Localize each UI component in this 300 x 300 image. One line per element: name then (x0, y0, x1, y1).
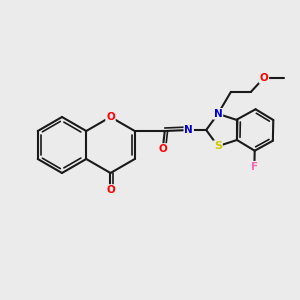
Text: O: O (158, 144, 167, 154)
Text: N: N (184, 125, 193, 135)
Text: S: S (214, 141, 222, 151)
Text: O: O (106, 185, 115, 195)
Text: F: F (251, 162, 258, 172)
Text: O: O (106, 112, 115, 122)
Text: N: N (214, 109, 222, 119)
Text: O: O (260, 73, 268, 83)
